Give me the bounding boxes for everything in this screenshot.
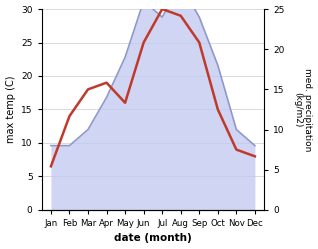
X-axis label: date (month): date (month) (114, 234, 192, 244)
Y-axis label: med. precipitation
(kg/m2): med. precipitation (kg/m2) (293, 68, 313, 151)
Y-axis label: max temp (C): max temp (C) (5, 76, 16, 143)
